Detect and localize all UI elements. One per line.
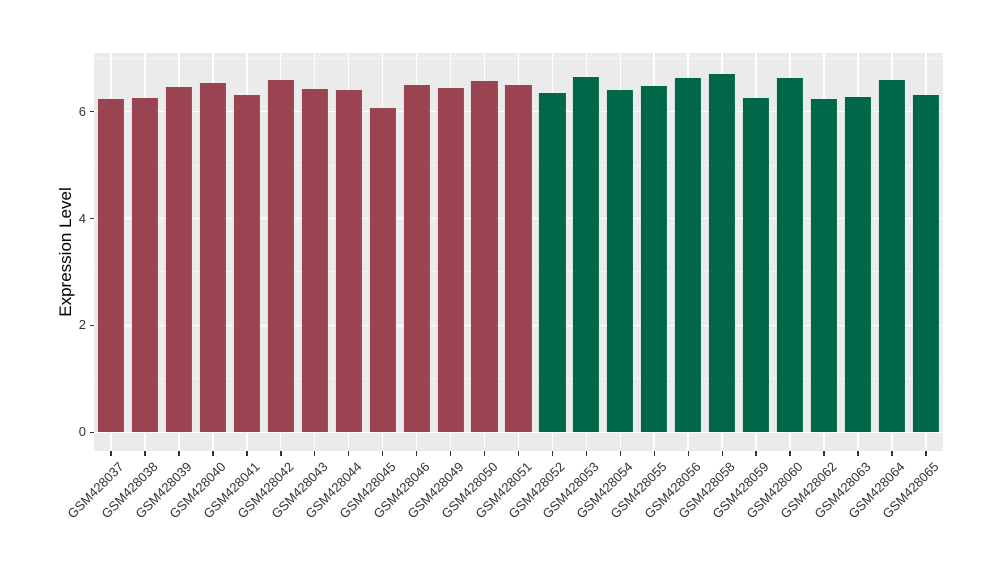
x-tick-mark [381,451,384,456]
bar-GSM428053 [573,76,600,433]
y-axis-title: Expression Level [56,187,75,317]
category-slot [535,53,569,451]
x-tick-mark [483,451,486,456]
x-tick-mark [551,451,554,456]
bar-GSM428058 [709,74,736,433]
bar-GSM428052 [539,92,566,433]
y-tick-mark [90,431,94,434]
x-tick-mark [246,451,248,456]
x-tick-mark [449,451,452,456]
category-slot [569,53,603,451]
y-tick-mark [90,324,94,327]
bar-GSM428038 [131,97,158,433]
y-tick-label: 6 [78,103,86,119]
bar-GSM428060 [776,78,804,433]
x-tick-mark [415,451,418,456]
x-tick-mark [789,451,791,456]
category-slot [875,53,909,451]
category-slot [94,53,128,451]
bar-GSM428050 [471,81,498,433]
bar-GSM428054 [607,90,634,433]
x-tick-mark [755,451,757,456]
category-slot [841,53,875,451]
y-tick-mark [90,110,94,113]
bar-GSM428049 [437,88,464,433]
category-slot [637,53,671,451]
category-slot [773,53,807,451]
x-tick-mark [653,451,656,456]
category-slot [671,53,705,451]
category-slot [162,53,196,451]
category-slot [230,53,264,451]
bars-container [94,53,943,451]
category-slot [909,53,943,451]
plot-panel [94,53,943,451]
bar-GSM428037 [97,98,125,433]
bar-GSM428063 [844,96,872,433]
category-slot [467,53,501,451]
bar-GSM428042 [267,79,294,433]
category-slot [434,53,468,451]
x-tick-mark [925,451,927,456]
bar-GSM428051 [505,85,532,433]
bar-GSM428056 [675,77,702,433]
x-tick-mark [687,451,690,456]
category-slot [196,53,230,451]
bar-GSM428039 [165,87,192,433]
x-tick-mark [619,451,622,456]
bar-GSM428055 [641,85,668,433]
bar-GSM428062 [810,98,838,433]
category-slot [807,53,841,451]
category-slot [298,53,332,451]
x-tick-mark [857,451,859,456]
category-slot [400,53,434,451]
bar-GSM428065 [912,95,939,433]
x-tick-mark [517,451,520,456]
y-tick-mark [90,217,94,220]
x-tick-mark [347,451,350,456]
category-slot [501,53,535,451]
category-slot [128,53,162,451]
x-tick-mark [313,451,316,456]
y-tick-label: 2 [78,317,86,333]
y-tick-label: 4 [78,210,86,226]
bar-GSM428044 [335,89,362,433]
category-slot [332,53,366,451]
category-slot [264,53,298,451]
x-tick-mark [721,451,723,456]
bar-GSM428059 [743,97,770,433]
x-tick-mark [280,451,282,456]
bar-GSM428045 [369,108,396,433]
category-slot [366,53,400,451]
x-tick-mark [212,451,214,456]
x-tick-mark [823,451,825,456]
bar-GSM428040 [199,82,226,433]
bar-GSM428043 [301,88,328,433]
category-slot [705,53,739,451]
x-tick-mark [891,451,893,456]
bar-GSM428064 [878,79,905,433]
x-tick-mark [585,451,588,456]
category-slot [739,53,773,451]
bar-GSM428041 [233,94,260,433]
category-slot [603,53,637,451]
y-tick-label: 0 [78,424,86,440]
x-tick-mark [178,451,180,456]
bar-GSM428046 [403,85,430,433]
x-tick-mark [110,451,112,456]
x-tick-mark [144,451,146,456]
